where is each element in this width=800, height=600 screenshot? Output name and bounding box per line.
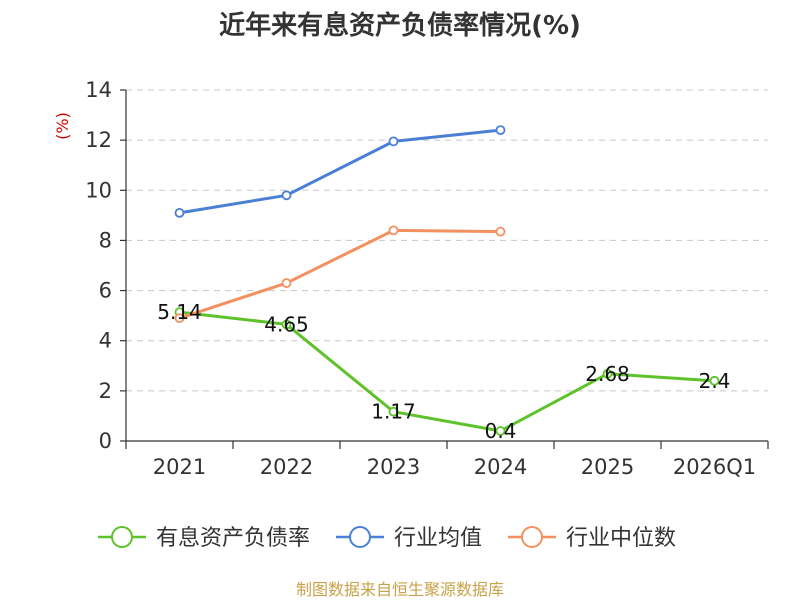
data-point-1 <box>495 426 506 436</box>
data-point-1 <box>281 319 292 330</box>
legend-marker <box>521 526 543 548</box>
x-tick-label: 2024 <box>474 455 527 479</box>
series-line-2 <box>178 128 502 215</box>
data-point-2 <box>281 190 292 201</box>
y-tick-label: 2 <box>99 379 112 403</box>
y-tick-label: 4 <box>99 329 112 353</box>
legend-item-3: 行业中位数 <box>508 526 676 551</box>
data-point-2 <box>388 136 399 147</box>
legend-label: 行业中位数 <box>566 526 676 551</box>
legend-marker <box>111 526 133 548</box>
y-tick-label: 0 <box>99 429 112 453</box>
x-tick-label: 2023 <box>367 455 420 479</box>
data-label: 5.14 <box>157 300 202 324</box>
x-tick-label: 2022 <box>260 455 313 479</box>
x-tick-label: 2025 <box>581 455 634 479</box>
legend-marker <box>349 526 371 548</box>
x-tick-label: 2021 <box>153 455 206 479</box>
data-label: 4.65 <box>264 312 309 336</box>
y-tick-label: 6 <box>99 279 112 303</box>
data-point-3 <box>388 225 399 236</box>
data-label: 2.4 <box>699 369 731 393</box>
series-line-3 <box>178 228 502 320</box>
axes: 0 2 4 6 8 10 12 14 2021 2022 2023 2024 2025 2026Q1 <box>85 78 769 479</box>
source-note: 制图数据来自恒生聚源数据库 <box>296 580 504 599</box>
legend-item-2: 行业均值 <box>336 526 482 551</box>
legend-item-1: 有息资产负债率 <box>98 526 310 551</box>
series-line-1 <box>178 310 716 433</box>
data-point-2 <box>495 125 506 136</box>
grid-lines <box>126 89 768 392</box>
legend: 有息资产负债率 行业均值 行业中位数 <box>98 526 676 551</box>
data-point-2 <box>174 207 185 218</box>
legend-label: 行业均值 <box>394 526 482 551</box>
data-labels: 5.14 4.65 1.17 0.4 2.68 2.4 <box>157 300 730 443</box>
data-label: 1.17 <box>371 400 416 424</box>
series-lines <box>174 125 720 436</box>
chart-title: 近年来有息资产负债率情况(%) <box>219 10 581 41</box>
y-tick-label: 14 <box>85 78 112 102</box>
legend-label: 有息资产负债率 <box>156 526 310 551</box>
data-point-1 <box>602 368 613 379</box>
y-tick-label: 8 <box>99 228 112 252</box>
data-point-3 <box>281 278 292 288</box>
data-point-1 <box>709 375 720 386</box>
y-tick-label: 12 <box>85 128 112 152</box>
data-label: 2.68 <box>585 362 630 386</box>
data-point-1 <box>388 406 399 417</box>
y-tick-label: 10 <box>85 178 112 202</box>
data-point-3 <box>174 313 185 324</box>
y-axis-unit: (%) <box>53 112 72 140</box>
x-tick-label: 2026Q1 <box>673 455 756 479</box>
data-point-3 <box>495 226 506 237</box>
data-label: 0.4 <box>485 419 517 443</box>
